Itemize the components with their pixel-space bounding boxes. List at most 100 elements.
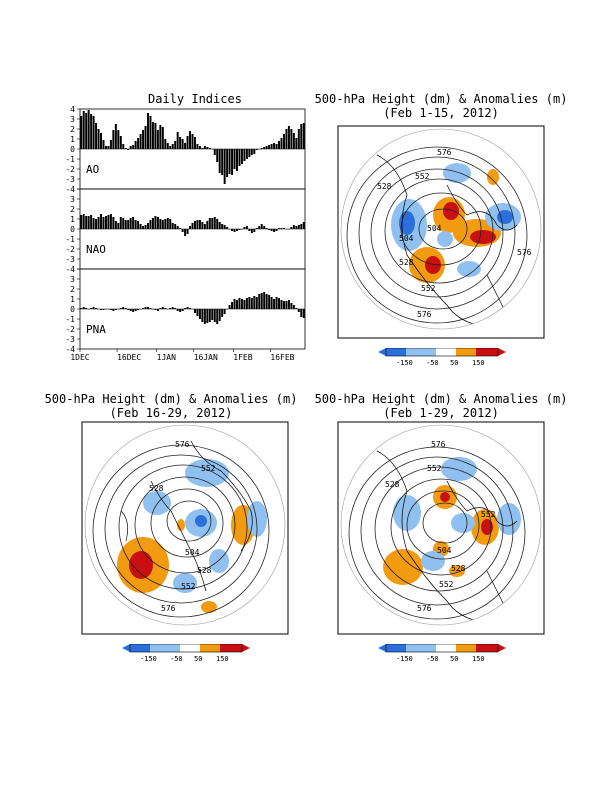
bar-pna (231, 302, 234, 309)
bar-nao (260, 224, 263, 229)
bar-pna (268, 295, 271, 309)
bar-pna (240, 299, 243, 309)
bar-ao (186, 136, 189, 149)
bar-ao (80, 116, 83, 149)
bar-nao (223, 225, 226, 229)
x-tick-label: 1FEB (233, 353, 252, 362)
bar-nao (132, 217, 135, 229)
bar-pna (198, 309, 201, 319)
map3-colorbar: -150 -50 50 150 (378, 644, 506, 663)
y-tick-label: 2 (70, 205, 75, 214)
bar-pna (248, 297, 251, 309)
bar-ao (104, 146, 107, 149)
bar-pna (265, 294, 268, 309)
bar-ao (270, 144, 273, 149)
bar-nao (268, 229, 271, 230)
bar-ao (151, 122, 154, 149)
bar-pna (270, 297, 273, 309)
bar-nao (292, 225, 295, 229)
bar-pna (208, 309, 211, 322)
bar-ao (231, 149, 234, 175)
bar-pna (201, 309, 204, 322)
bar-pna (90, 308, 93, 309)
panel-label-ao: AO (86, 163, 99, 176)
bar-ao (216, 149, 219, 162)
bar-nao (137, 221, 140, 229)
bar-ao (255, 149, 258, 150)
bar-nao (90, 215, 93, 229)
bar-nao (193, 221, 196, 229)
map3-contour-label: 552 (439, 580, 454, 589)
bar-ao (243, 149, 246, 161)
bar-nao (295, 226, 298, 229)
bar-ao (109, 140, 112, 149)
y-tick-label: -3 (65, 175, 75, 184)
bar-pna (255, 297, 258, 309)
bar-ao (112, 130, 115, 149)
bar-nao (87, 216, 90, 229)
bar-nao (166, 218, 169, 229)
bar-ao (171, 144, 174, 149)
bar-nao (213, 217, 216, 229)
bar-pna (181, 309, 184, 311)
bar-pna (258, 294, 261, 309)
bar-nao (85, 216, 88, 229)
colorbar-label: 150 (472, 359, 485, 367)
bar-nao (171, 223, 174, 229)
bar-nao (117, 223, 120, 229)
map2-contour-label: 552 (201, 464, 216, 473)
bar-nao (297, 225, 300, 229)
bar-ao (278, 141, 281, 149)
bar-ao (139, 134, 142, 149)
bar-nao (270, 229, 273, 231)
bar-ao (295, 138, 298, 149)
bar-ao (233, 149, 236, 169)
bar-pna (171, 307, 174, 309)
bar-pna (253, 296, 256, 309)
bar-pna (300, 309, 303, 317)
bar-pna (82, 307, 85, 309)
bar-ao (250, 149, 253, 155)
bar-pna (164, 308, 167, 309)
bar-nao (156, 217, 159, 229)
bar-nao (95, 219, 98, 229)
bar-nao (122, 218, 125, 229)
map1-colorbar: -150 -50 50 150 (378, 348, 506, 367)
bar-ao (144, 126, 147, 149)
bar-ao (206, 147, 209, 149)
bar-nao (181, 229, 184, 232)
bar-ao (273, 143, 276, 149)
bar-ao (253, 149, 256, 154)
bar-ao (176, 132, 179, 149)
bar-pna (137, 309, 140, 310)
map3-title-line1: 500-hPa Height (dm) & Anomalies (m) (314, 392, 568, 406)
map3-contour-label: 552 (427, 464, 442, 473)
bar-pna (102, 309, 105, 310)
bar-pna (221, 309, 224, 317)
bar-ao (240, 149, 243, 164)
bar-nao (253, 229, 256, 232)
map3-contour-label: 576 (417, 604, 432, 613)
bar-nao (283, 228, 285, 229)
bar-ao (179, 137, 182, 149)
bar-pna (92, 307, 95, 309)
bar-pna (223, 309, 226, 314)
bar-ao (147, 113, 149, 149)
y-tick-label: -1 (65, 315, 75, 324)
bar-pna (179, 309, 182, 312)
bar-pna (129, 309, 132, 311)
bar-ao (181, 139, 184, 149)
colorbar-label: 50 (450, 359, 458, 367)
bar-nao (255, 228, 258, 229)
map2-contour-label: 528 (197, 566, 212, 575)
bar-nao (300, 224, 303, 229)
bar-ao (292, 133, 295, 149)
bar-pna (260, 293, 263, 309)
bar-pna (206, 309, 209, 323)
bar-nao (238, 229, 241, 230)
colorbar-label: -150 (396, 655, 413, 663)
y-tick-label: 1 (70, 215, 75, 224)
bar-ao (117, 130, 120, 149)
bar-pna (283, 301, 285, 309)
bar-ao (127, 149, 130, 150)
